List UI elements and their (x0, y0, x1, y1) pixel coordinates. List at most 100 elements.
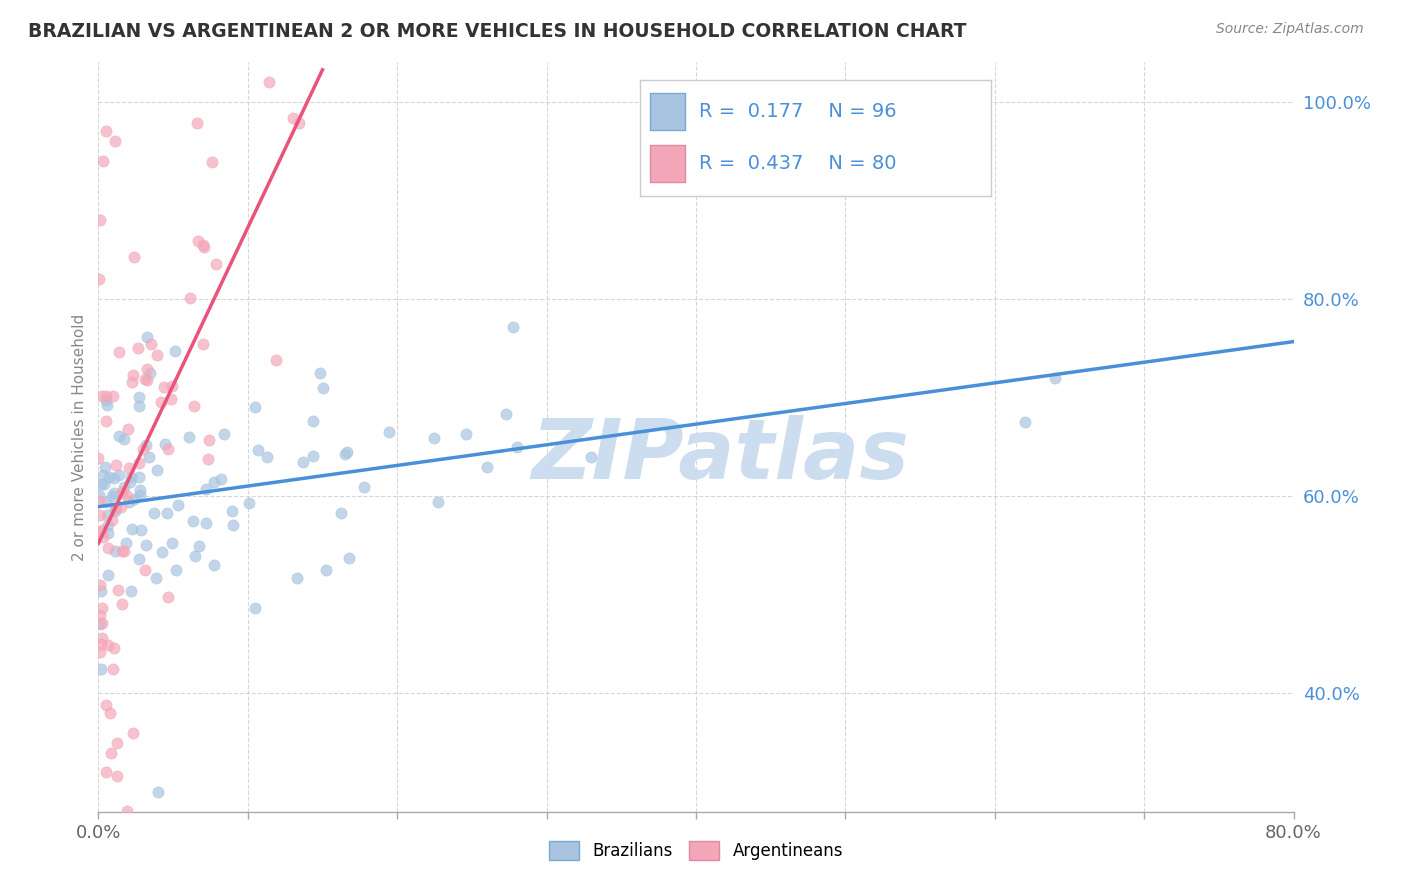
Point (454, 426, 477, 441)
Point (264, 353, 287, 368)
Point (156, 591, 179, 605)
Point (288, 116, 311, 130)
Point (209, 472, 232, 486)
Point (91, 631, 114, 645)
Point (177, 429, 200, 443)
Point (302, 414, 325, 428)
Point (122, 726, 145, 740)
Point (146, 463, 169, 477)
Point (105, 501, 128, 516)
Point (104, 502, 127, 516)
Point (221, 503, 243, 517)
Point (257, 75, 280, 89)
Text: ZIPatlas: ZIPatlas (531, 416, 908, 496)
Point (89, 271, 111, 285)
Point (128, 552, 150, 566)
Point (122, 250, 145, 264)
Point (156, 442, 179, 456)
Point (149, 394, 172, 409)
Point (136, 373, 159, 387)
Point (138, 450, 160, 464)
Point (87, 450, 110, 465)
Point (581, 450, 603, 464)
Point (89, 616, 111, 631)
Point (94, 495, 117, 509)
Point (139, 367, 162, 381)
Point (312, 381, 335, 395)
Point (103, 471, 125, 485)
Point (101, 489, 124, 503)
Legend: Brazilians, Argentineans: Brazilians, Argentineans (543, 835, 849, 867)
Point (1043, 371, 1066, 385)
Point (205, 257, 228, 271)
Point (89, 607, 111, 622)
Point (90, 477, 112, 491)
Point (134, 371, 156, 385)
Point (100, 746, 122, 760)
Point (94, 460, 117, 475)
Point (90, 524, 112, 538)
Point (165, 563, 187, 577)
Point (89, 645, 111, 659)
Point (128, 390, 150, 404)
Point (427, 495, 450, 509)
Point (128, 483, 150, 497)
Point (90, 389, 112, 403)
Point (495, 407, 517, 421)
Point (96, 526, 118, 541)
Point (181, 514, 204, 528)
Point (108, 429, 131, 443)
Point (103, 641, 125, 656)
Point (301, 449, 323, 463)
Point (90, 637, 112, 651)
Point (89, 508, 111, 523)
Point (127, 341, 149, 355)
Point (104, 544, 127, 558)
Point (336, 445, 359, 459)
Point (197, 451, 219, 466)
Point (201, 154, 224, 169)
Point (89, 494, 111, 508)
Point (423, 431, 446, 445)
Point (98, 706, 121, 720)
Point (167, 498, 190, 512)
Point (245, 600, 267, 615)
Point (152, 380, 174, 394)
Point (148, 785, 170, 799)
Point (111, 544, 134, 558)
Point (135, 438, 157, 452)
Point (115, 489, 138, 503)
Text: BRAZILIAN VS ARGENTINEAN 2 OR MORE VEHICLES IN HOUSEHOLD CORRELATION CHART: BRAZILIAN VS ARGENTINEAN 2 OR MORE VEHIC… (28, 22, 966, 41)
Point (195, 482, 218, 496)
Point (93, 476, 115, 491)
Point (108, 344, 131, 359)
Text: Source: ZipAtlas.com: Source: ZipAtlas.com (1216, 22, 1364, 37)
Point (107, 583, 129, 598)
Point (160, 379, 183, 393)
Point (98, 470, 121, 484)
Point (91, 154, 114, 169)
Point (134, 563, 156, 577)
Point (188, 539, 211, 553)
Bar (650, 93, 686, 130)
Point (142, 506, 165, 520)
Point (120, 583, 142, 598)
Point (104, 504, 127, 518)
Point (212, 426, 235, 441)
Point (129, 523, 152, 537)
Point (91, 467, 114, 482)
Point (121, 375, 143, 389)
Point (378, 425, 401, 440)
Point (112, 432, 135, 446)
Point (105, 769, 128, 783)
Point (122, 368, 145, 382)
Point (333, 447, 356, 461)
Point (291, 455, 314, 469)
Point (121, 522, 143, 536)
Point (179, 292, 201, 306)
Point (193, 240, 215, 254)
Point (202, 558, 225, 573)
Point (96, 124, 118, 138)
Point (165, 343, 187, 358)
Point (243, 401, 266, 415)
